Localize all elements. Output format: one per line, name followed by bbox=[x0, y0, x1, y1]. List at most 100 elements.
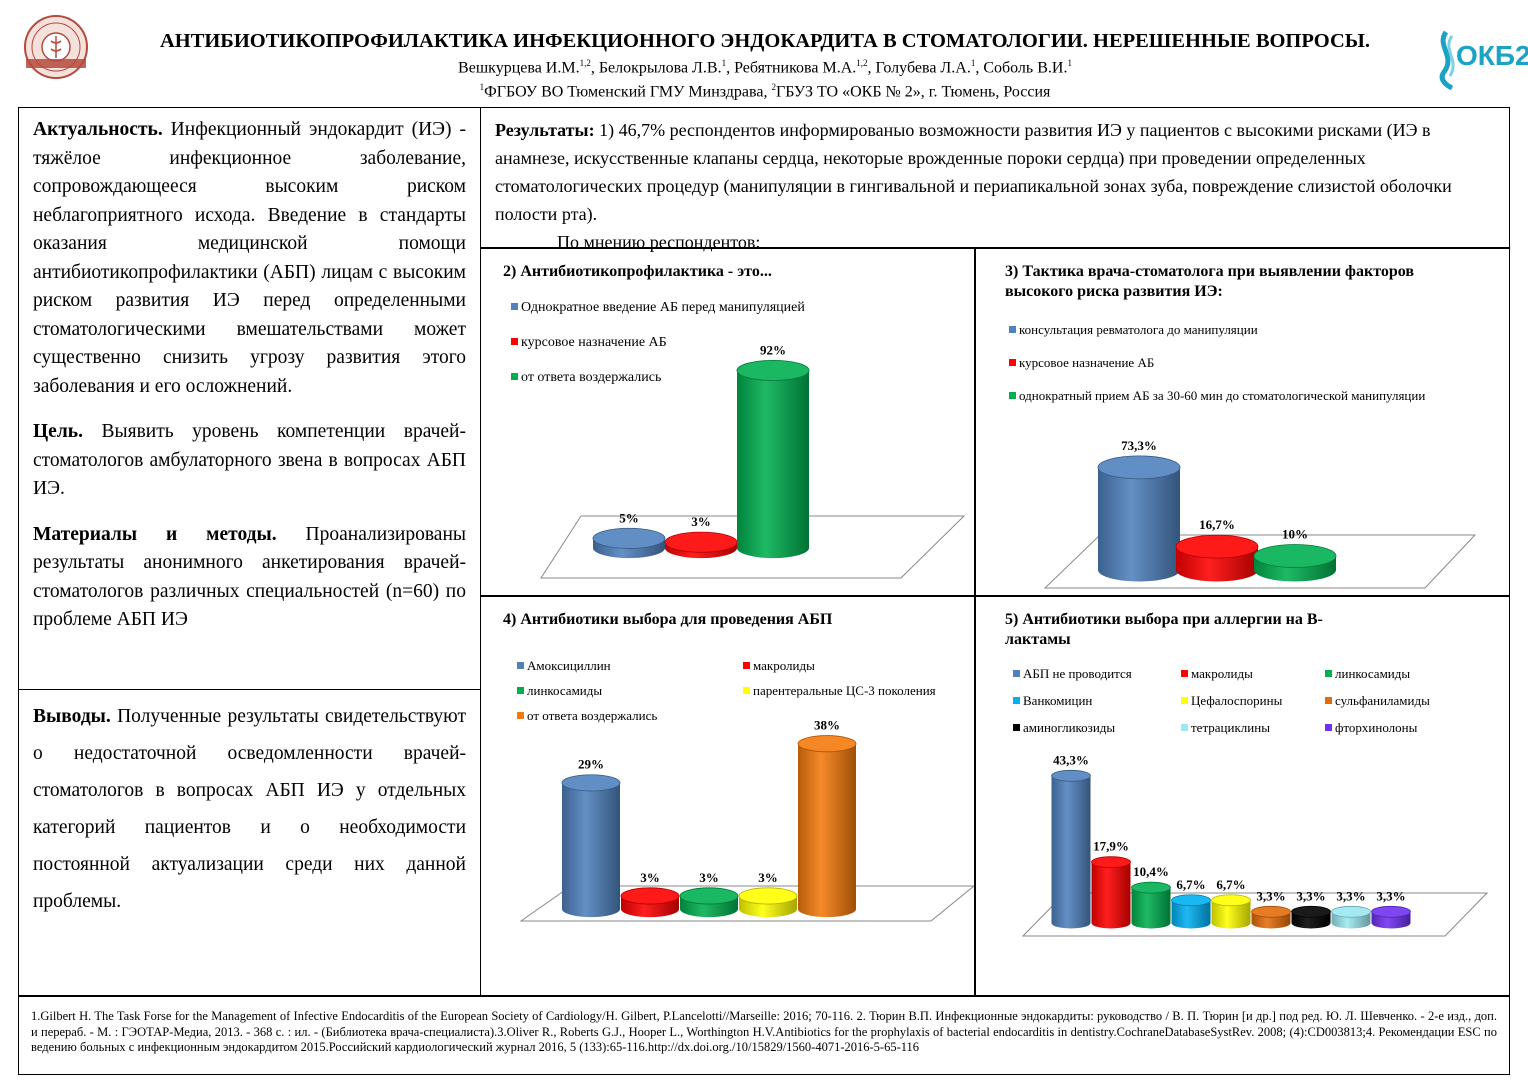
data-label: 3,3% bbox=[1336, 888, 1365, 903]
author-separator: , bbox=[867, 59, 876, 77]
goal-text: Выявить уровень компетенции врачей-стома… bbox=[33, 421, 466, 499]
legend-label: курсовое назначение АБ bbox=[1019, 355, 1155, 370]
legend-swatch bbox=[1013, 724, 1020, 731]
legend-label: парентеральные ЦС-3 поколения bbox=[753, 683, 936, 698]
data-label: 5% bbox=[619, 510, 639, 525]
chart-title: 4) Антибиотики выбора для проведения АБП bbox=[503, 611, 833, 628]
legend-item: АБП не проводится bbox=[1013, 666, 1132, 682]
legend-item: сульфаниламиды bbox=[1325, 693, 1430, 709]
chart-plot: 29% 3% 3% 3% 38% bbox=[519, 718, 976, 922]
intro-panel: Актуальность. Инфекционный эндокардит (И… bbox=[18, 107, 481, 690]
chart-bar bbox=[1051, 769, 1091, 929]
data-label: 3% bbox=[640, 870, 660, 885]
results-title: Результаты: bbox=[495, 120, 595, 140]
affil-sup-2: 2 bbox=[771, 82, 776, 92]
author-separator: , bbox=[590, 59, 599, 77]
author-affil-sup: 1 bbox=[1067, 58, 1072, 68]
chart-bar bbox=[1251, 905, 1291, 929]
legend-swatch bbox=[1325, 670, 1332, 677]
author-name: Соболь В.И. bbox=[983, 59, 1068, 77]
chart-floor bbox=[540, 515, 966, 579]
chart-bar bbox=[738, 887, 798, 918]
legend-swatch bbox=[1009, 359, 1016, 366]
legend-item: Амоксициллин bbox=[517, 658, 611, 674]
author-affil-sup: 1,2 bbox=[856, 58, 868, 68]
results-panel: Результаты: 1) 46,7% респондентов информ… bbox=[480, 107, 1510, 252]
chart-bar bbox=[736, 359, 810, 559]
legend-item: линкосамиды bbox=[517, 683, 602, 699]
legend-item: курсовое назначение АБ bbox=[1009, 355, 1154, 371]
chart-title: 2) Антибиотикопрофилактика - это... bbox=[503, 263, 772, 280]
legend-item: фторхинолоны bbox=[1325, 720, 1417, 736]
authors-line: Вешкурцева И.М.1,2, Белокрылова Л.В.1, Р… bbox=[90, 58, 1440, 77]
legend-item: курсовое назначение АБ bbox=[511, 335, 667, 351]
legend-label: сульфаниламиды bbox=[1335, 693, 1430, 708]
legend-swatch bbox=[1325, 724, 1332, 731]
conclusions-text: Полученные результаты свидетельствуют о … bbox=[33, 706, 466, 912]
affil-sup-1: 1 bbox=[479, 82, 485, 92]
legend-item: макролиды bbox=[1181, 666, 1253, 682]
author-name: Ребятникова М.А. bbox=[734, 59, 857, 77]
data-label: 3,3% bbox=[1376, 888, 1405, 903]
legend-item: тетрациклины bbox=[1181, 720, 1270, 736]
data-label: 10,4% bbox=[1133, 864, 1169, 879]
legend-swatch bbox=[517, 712, 524, 719]
methods-text: Проанализированы результаты анонимного а… bbox=[33, 523, 466, 631]
chart-bar bbox=[1171, 894, 1211, 929]
chart-bar bbox=[664, 531, 738, 559]
chart-plot: 43,3% 17,9% 10,4% 6,7% 6,7% 3,3% 3,3% 3,3% 3,3% bbox=[1021, 752, 1489, 937]
legend-label: линкосамиды bbox=[527, 683, 603, 698]
data-label: 92% bbox=[760, 342, 786, 357]
legend-item: консультация ревматолога до манипуляции bbox=[1009, 322, 1258, 338]
chart-plot: 5% 3% 92% bbox=[540, 342, 966, 579]
chart-floor bbox=[1021, 892, 1489, 937]
chart-panel-3: 3) Тактика врача-стоматолога при выявлен… bbox=[974, 247, 1510, 597]
data-label: 10% bbox=[1282, 527, 1308, 542]
chart-title: 5) Антибиотики выбора при аллергии на В-… bbox=[1005, 611, 1323, 648]
legend-label: однократный прием АБ за 30-60 мин до сто… bbox=[1019, 388, 1426, 403]
data-label: 6,7% bbox=[1216, 877, 1245, 892]
author-separator: , bbox=[726, 59, 735, 77]
chart-bar bbox=[797, 735, 857, 918]
chart-bar bbox=[1091, 856, 1131, 929]
chart-panel-4: 4) Антибиотики выбора для проведения АБП… bbox=[480, 595, 976, 997]
author-affil-sup: 1 bbox=[970, 58, 976, 68]
legend-swatch bbox=[517, 662, 524, 669]
chart-bar bbox=[1175, 534, 1259, 582]
chart-bar bbox=[1331, 905, 1371, 929]
chart-plot: 73,3% 16,7% 10% bbox=[1043, 438, 1477, 589]
chart-bar bbox=[679, 887, 739, 918]
conclusions-panel: Выводы. Полученные результаты свидетельс… bbox=[18, 689, 481, 997]
author-name: Голубева Л.А. bbox=[875, 59, 971, 77]
chart-panel-5: 5) Антибиотики выбора при аллергии на В-… bbox=[974, 595, 1510, 997]
legend-swatch bbox=[1181, 670, 1188, 677]
data-label: 3,3% bbox=[1256, 888, 1285, 903]
legend-label: Ванкомицин bbox=[1023, 693, 1093, 708]
chart-bar bbox=[620, 887, 680, 918]
legend-swatch bbox=[511, 373, 518, 380]
author-affil-sup: 1 bbox=[721, 58, 727, 68]
okb2-logo bbox=[1439, 30, 1455, 91]
legend-swatch bbox=[1009, 392, 1016, 399]
chart-title: 3) Тактика врача-стоматолога при выявлен… bbox=[1005, 263, 1414, 300]
chart-panel-2: 2) Антибиотикопрофилактика - это... Однок… bbox=[480, 247, 976, 597]
data-label: 3% bbox=[691, 514, 711, 529]
legend-swatch bbox=[1181, 724, 1188, 731]
legend-item: линкосамиды bbox=[1325, 666, 1410, 682]
data-label: 16,7% bbox=[1199, 517, 1235, 532]
goal-title: Цель. bbox=[33, 421, 83, 442]
legend-item: от ответа воздержались bbox=[517, 708, 657, 724]
legend-label: Однократное введение АБ перед манипуляци… bbox=[521, 300, 805, 315]
legend-swatch bbox=[1013, 697, 1020, 704]
legend-item: Однократное введение АБ перед манипуляци… bbox=[511, 300, 805, 316]
author-name: Вешкурцева И.М. bbox=[458, 59, 580, 77]
legend-label: аминогликозиды bbox=[1023, 720, 1116, 735]
data-label: 3% bbox=[699, 870, 719, 885]
legend-label: линкосамиды bbox=[1335, 666, 1411, 681]
legend-item: макролиды bbox=[743, 658, 815, 674]
legend-swatch bbox=[511, 303, 518, 310]
chart-bar bbox=[1097, 455, 1181, 582]
data-label: 43,3% bbox=[1053, 752, 1089, 767]
legend-label: макролиды bbox=[753, 658, 815, 673]
chart-bar bbox=[1291, 905, 1331, 929]
